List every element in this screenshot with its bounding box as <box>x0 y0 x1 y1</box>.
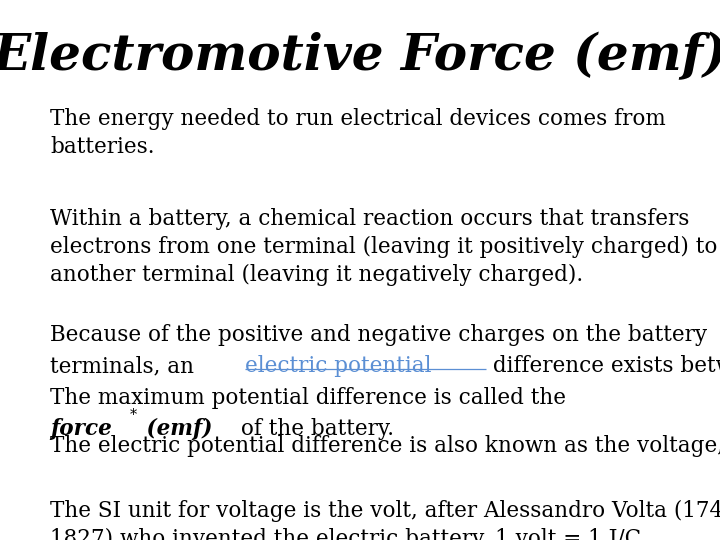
Text: of the battery.: of the battery. <box>234 418 394 440</box>
Text: Within a battery, a chemical reaction occurs that transfers
electrons from one t: Within a battery, a chemical reaction oc… <box>50 208 718 286</box>
Text: terminals, an: terminals, an <box>50 355 202 377</box>
Text: *: * <box>130 408 138 422</box>
Text: The SI unit for voltage is the volt, after Alessandro Volta (1745-
1827) who inv: The SI unit for voltage is the volt, aft… <box>50 500 720 540</box>
Text: The electric potential difference is also known as the voltage, V.: The electric potential difference is als… <box>50 435 720 457</box>
Text: electric potential: electric potential <box>245 355 431 377</box>
Text: Because of the positive and negative charges on the battery: Because of the positive and negative cha… <box>50 324 708 346</box>
Text: (emf): (emf) <box>139 418 212 440</box>
Text: The maximum potential difference is called the: The maximum potential difference is call… <box>50 387 573 409</box>
Text: The energy needed to run electrical devices comes from
batteries.: The energy needed to run electrical devi… <box>50 108 666 158</box>
Text: difference exists between them.: difference exists between them. <box>486 355 720 377</box>
Text: force: force <box>50 418 112 440</box>
Text: Electromotive Force (emf): Electromotive Force (emf) <box>0 32 720 82</box>
